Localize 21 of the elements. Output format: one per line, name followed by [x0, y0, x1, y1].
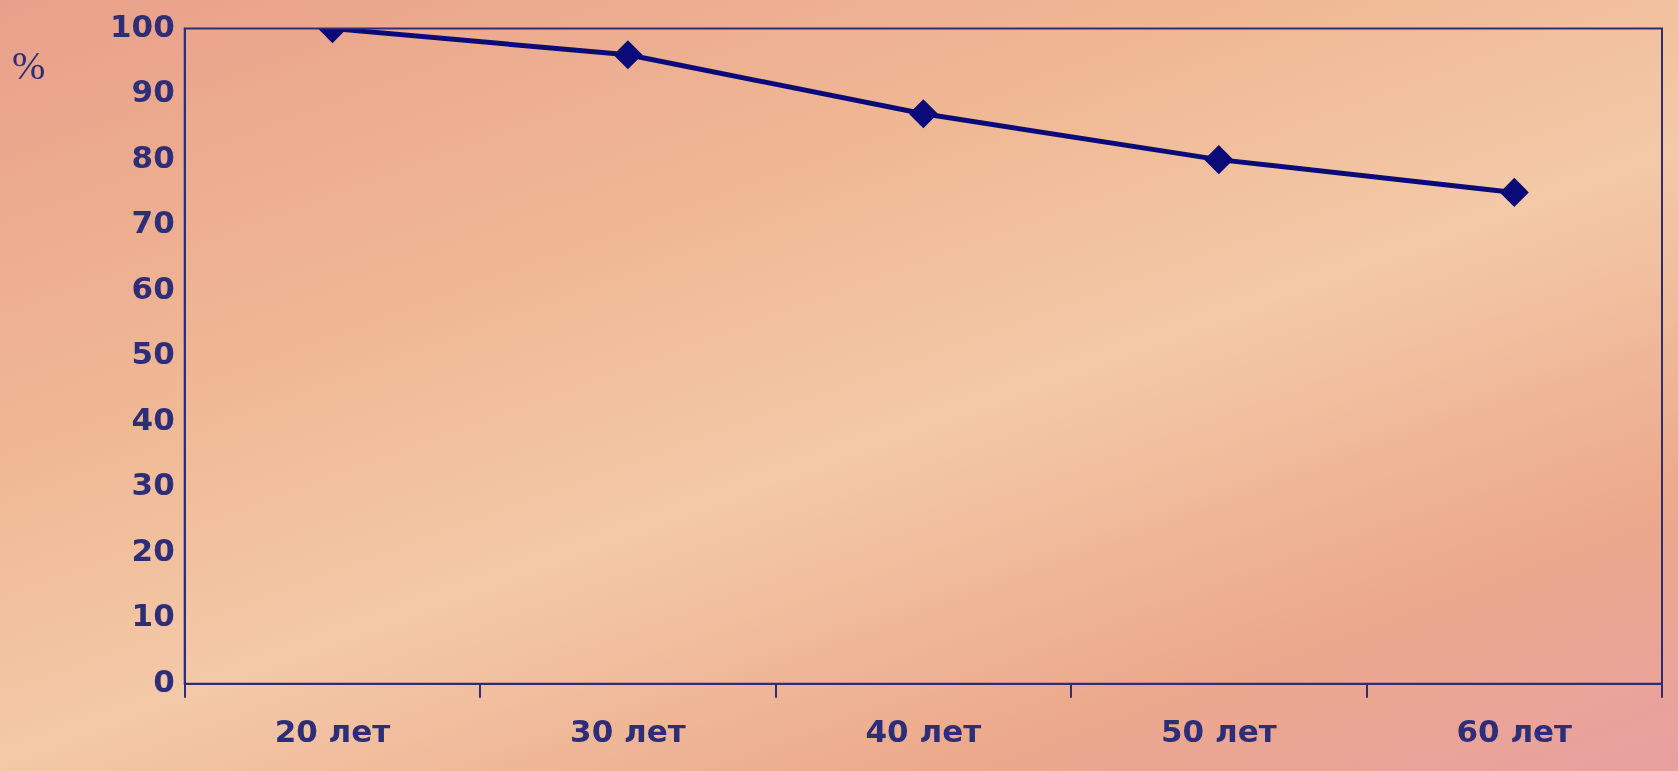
- y-axis-title: %: [12, 42, 46, 89]
- y-tick-label: 20: [131, 531, 175, 568]
- y-tick-label: 100: [109, 7, 175, 44]
- x-tick-label: 20 лет: [274, 713, 391, 750]
- y-tick-label: 0: [153, 662, 175, 699]
- y-tick-label: 40: [131, 400, 175, 437]
- y-tick-label: 80: [131, 138, 175, 175]
- y-tick-label: 10: [131, 597, 175, 634]
- y-tick-label: 90: [131, 73, 175, 110]
- point: [614, 41, 642, 69]
- y-tick-label: 50: [131, 335, 175, 372]
- x-tick-label: 30 лет: [570, 713, 686, 750]
- x-tick-label: 60 лет: [1456, 713, 1573, 750]
- y-tick-label: 30: [131, 466, 175, 503]
- x-tick-label: 40 лет: [865, 713, 982, 750]
- y-tick-label: 70: [131, 204, 175, 241]
- point: [909, 100, 937, 128]
- point: [1500, 178, 1528, 206]
- x-tick-label: 50 лет: [1160, 713, 1277, 750]
- y-tick-label: 60: [131, 269, 175, 306]
- point: [1205, 146, 1233, 174]
